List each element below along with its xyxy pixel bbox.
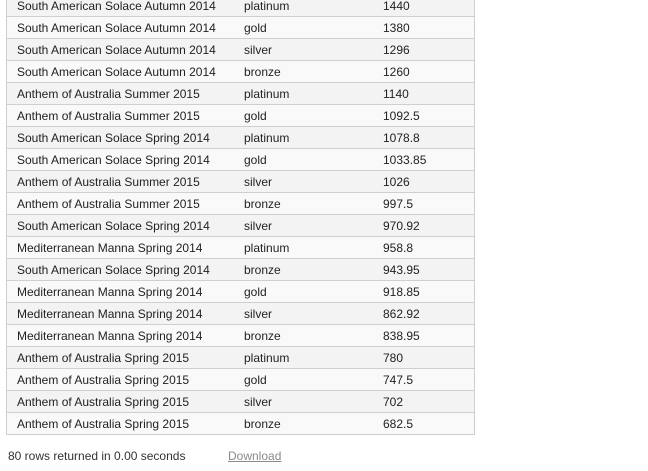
- tier-cell: gold: [244, 148, 383, 171]
- value-cell: 1260: [383, 60, 475, 83]
- value-cell: 918.85: [383, 280, 475, 303]
- product-name-cell: Anthem of Australia Spring 2015: [6, 390, 244, 413]
- tier-cell: gold: [244, 280, 383, 303]
- tier-cell: platinum: [244, 82, 383, 105]
- product-name-cell: South American Solace Autumn 2014: [6, 16, 244, 39]
- product-name-cell: Anthem of Australia Summer 2015: [6, 104, 244, 127]
- table-row: Anthem of Australia Summer 2015 gold 1092.…: [6, 104, 475, 127]
- table-row: South American Solace Spring 2014 platinu…: [6, 126, 475, 149]
- product-name-cell: Anthem of Australia Summer 2015: [6, 192, 244, 215]
- table-row: Anthem of Australia Spring 2015 platinum 7…: [6, 346, 475, 369]
- product-name-cell: South American Solace Autumn 2014: [6, 0, 244, 17]
- table-row: South American Solace Autumn 2014 gold 138…: [6, 16, 475, 39]
- value-cell: 1092.5: [383, 104, 475, 127]
- value-cell: 862.92: [383, 302, 475, 325]
- tier-cell: gold: [244, 368, 383, 391]
- tier-cell: platinum: [244, 126, 383, 149]
- value-cell: 747.5: [383, 368, 475, 391]
- table-row: South American Solace Autumn 2014 platinu…: [6, 0, 475, 17]
- product-name-cell: South American Solace Spring 2014: [6, 258, 244, 281]
- value-cell: 1440: [383, 0, 475, 17]
- results-table: South American Solace Autumn 2014 platinu…: [6, 0, 475, 435]
- product-name-cell: South American Solace Autumn 2014: [6, 38, 244, 61]
- tier-cell: platinum: [244, 0, 383, 17]
- product-name-cell: Anthem of Australia Spring 2015: [6, 346, 244, 369]
- table-row: South American Solace Autumn 2014 silver 1…: [6, 38, 475, 61]
- value-cell: 958.8: [383, 236, 475, 259]
- product-name-cell: South American Solace Spring 2014: [6, 148, 244, 171]
- table-row: South American Solace Autumn 2014 bronze 1…: [6, 60, 475, 83]
- table-row: Mediterranean Manna Spring 2014 platinum 9…: [6, 236, 475, 259]
- table-row: South American Solace Spring 2014 silver 9…: [6, 214, 475, 237]
- tier-cell: bronze: [244, 412, 383, 435]
- rows-returned-status: 80 rows returned in 0.00 seconds: [8, 449, 186, 463]
- tier-cell: silver: [244, 170, 383, 193]
- value-cell: 1078.8: [383, 126, 475, 149]
- table-row: Mediterranean Manna Spring 2014 gold 918.8…: [6, 280, 475, 303]
- value-cell: 1296: [383, 38, 475, 61]
- tier-cell: bronze: [244, 192, 383, 215]
- product-name-cell: Anthem of Australia Summer 2015: [6, 170, 244, 193]
- value-cell: 943.95: [383, 258, 475, 281]
- download-link[interactable]: Download: [228, 449, 282, 463]
- results-table-body: South American Solace Autumn 2014 platinu…: [6, 0, 475, 435]
- value-cell: 838.95: [383, 324, 475, 347]
- tier-cell: silver: [244, 302, 383, 325]
- table-row: Anthem of Australia Summer 2015 bronze 997…: [6, 192, 475, 215]
- product-name-cell: Anthem of Australia Summer 2015: [6, 82, 244, 105]
- table-row: South American Solace Spring 2014 gold 103…: [6, 148, 475, 171]
- value-cell: 682.5: [383, 412, 475, 435]
- product-name-cell: Mediterranean Manna Spring 2014: [6, 324, 244, 347]
- value-cell: 997.5: [383, 192, 475, 215]
- product-name-cell: Anthem of Australia Spring 2015: [6, 368, 244, 391]
- value-cell: 1380: [383, 16, 475, 39]
- tier-cell: bronze: [244, 60, 383, 83]
- product-name-cell: Mediterranean Manna Spring 2014: [6, 302, 244, 325]
- product-name-cell: South American Solace Spring 2014: [6, 214, 244, 237]
- product-name-cell: Mediterranean Manna Spring 2014: [6, 236, 244, 259]
- table-row: Anthem of Australia Spring 2015 bronze 682…: [6, 412, 475, 435]
- table-row: Anthem of Australia Summer 2015 silver 102…: [6, 170, 475, 193]
- tier-cell: platinum: [244, 236, 383, 259]
- tier-cell: bronze: [244, 258, 383, 281]
- tier-cell: platinum: [244, 346, 383, 369]
- table-row: Mediterranean Manna Spring 2014 bronze 838…: [6, 324, 475, 347]
- table-row: South American Solace Spring 2014 bronze 9…: [6, 258, 475, 281]
- value-cell: 970.92: [383, 214, 475, 237]
- tier-cell: silver: [244, 390, 383, 413]
- product-name-cell: South American Solace Spring 2014: [6, 126, 244, 149]
- value-cell: 1026: [383, 170, 475, 193]
- tier-cell: silver: [244, 214, 383, 237]
- tier-cell: bronze: [244, 324, 383, 347]
- product-name-cell: Anthem of Australia Spring 2015: [6, 412, 244, 435]
- table-row: Anthem of Australia Spring 2015 gold 747.5: [6, 368, 475, 391]
- table-row: Mediterranean Manna Spring 2014 silver 862…: [6, 302, 475, 325]
- value-cell: 1140: [383, 82, 475, 105]
- results-footer: 80 rows returned in 0.00 seconds Downloa…: [8, 448, 281, 464]
- value-cell: 780: [383, 346, 475, 369]
- value-cell: 702: [383, 390, 475, 413]
- product-name-cell: Mediterranean Manna Spring 2014: [6, 280, 244, 303]
- tier-cell: gold: [244, 104, 383, 127]
- tier-cell: gold: [244, 16, 383, 39]
- table-row: Anthem of Australia Spring 2015 silver 702: [6, 390, 475, 413]
- tier-cell: silver: [244, 38, 383, 61]
- product-name-cell: South American Solace Autumn 2014: [6, 60, 244, 83]
- value-cell: 1033.85: [383, 148, 475, 171]
- table-row: Anthem of Australia Summer 2015 platinum 1…: [6, 82, 475, 105]
